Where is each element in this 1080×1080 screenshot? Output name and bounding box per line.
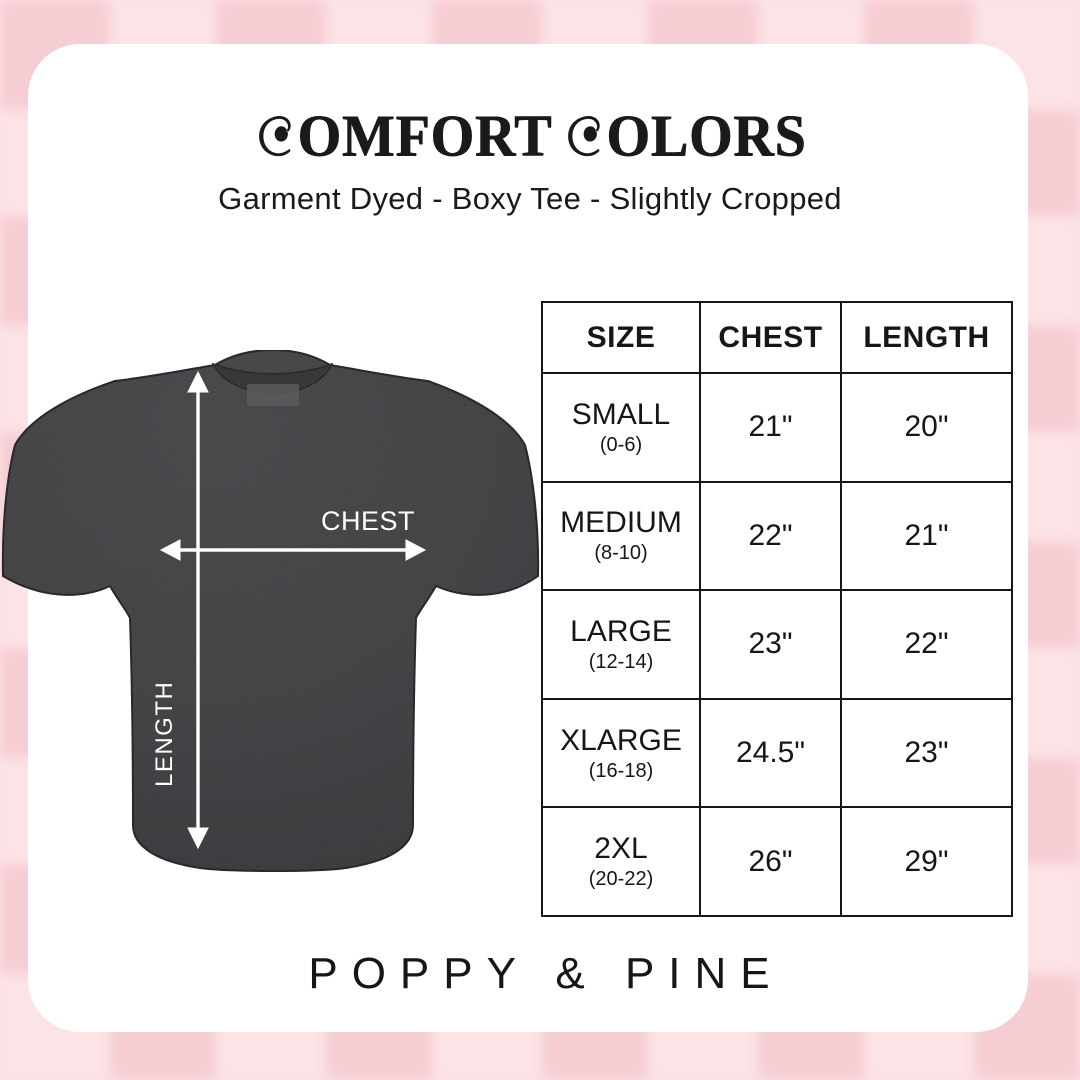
svg-text:CHEST: CHEST bbox=[321, 506, 415, 536]
svg-text:LENGTH: LENGTH bbox=[151, 681, 178, 787]
